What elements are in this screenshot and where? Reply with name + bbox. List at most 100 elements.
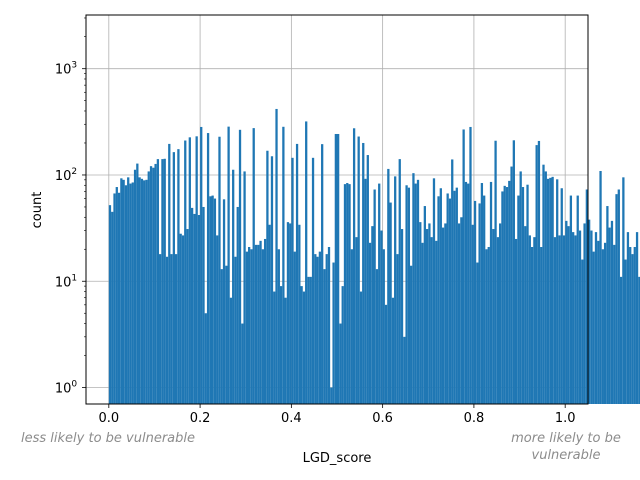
histogram-bar — [190, 207, 194, 404]
histogram-bar — [494, 140, 497, 404]
histogram-bar — [606, 206, 609, 404]
y-tick-label: 101 — [55, 273, 77, 290]
histogram-bar — [526, 184, 529, 404]
y-tick-label: 103 — [55, 61, 77, 78]
histogram-bar — [590, 230, 593, 404]
histogram-bar — [309, 276, 312, 404]
histogram-bar — [622, 177, 625, 404]
histogram-bar — [359, 291, 363, 404]
histogram-bar — [492, 229, 495, 404]
histogram-bar — [624, 259, 627, 404]
histogram-bar — [193, 213, 196, 404]
histogram-bar — [542, 164, 545, 404]
histogram-bar — [124, 185, 128, 404]
histogram-bar — [423, 206, 426, 404]
histogram-bar — [412, 173, 415, 404]
histogram-bar — [382, 249, 385, 404]
histogram-bar — [300, 286, 303, 404]
histogram-bar — [168, 143, 171, 404]
histogram-bar — [528, 235, 531, 404]
histogram-bar — [314, 254, 317, 404]
x-axis-label: LGD_score — [303, 451, 372, 466]
histogram-bar — [163, 158, 166, 404]
histogram-bar — [355, 237, 358, 404]
histogram-bar — [263, 238, 267, 404]
histogram-bar — [419, 222, 422, 404]
x-tick-label: 0.6 — [372, 411, 393, 426]
histogram-bar — [261, 249, 264, 404]
histogram-bar — [562, 235, 566, 404]
histogram-bar — [195, 136, 198, 404]
histogram-bar — [578, 230, 582, 404]
histogram-bar — [633, 247, 636, 404]
histogram-bar — [384, 304, 388, 404]
histogram-bar — [133, 169, 137, 404]
histogram-bar — [152, 167, 155, 404]
histogram-bar — [211, 195, 214, 404]
histogram-bar — [113, 193, 116, 404]
histogram-bar — [425, 229, 429, 404]
histogram-bar — [366, 155, 369, 404]
histogram-bar — [533, 237, 536, 404]
histogram-bar — [179, 233, 182, 404]
y-tick-label: 100 — [55, 380, 78, 397]
histogram-bar — [227, 126, 230, 404]
histogram-bar — [499, 223, 502, 404]
histogram-bar — [473, 200, 477, 404]
histogram-bar — [145, 179, 148, 404]
histogram-bar — [188, 137, 191, 404]
histogram-bar — [174, 254, 178, 404]
histogram-bar — [396, 254, 399, 404]
histogram-bar — [505, 187, 509, 404]
histogram-bar — [530, 247, 534, 404]
histogram-bar — [284, 297, 287, 404]
y-tick-label: 102 — [55, 167, 77, 184]
histogram-bar — [414, 183, 417, 404]
histogram-bar — [519, 171, 522, 404]
histogram-bar — [277, 249, 280, 404]
histogram-bar — [337, 133, 340, 404]
histogram-bar — [339, 323, 342, 404]
histogram-bar — [553, 237, 557, 404]
histogram-bar — [181, 235, 185, 404]
histogram-bar — [551, 176, 554, 404]
histogram-bar — [464, 181, 468, 404]
histogram-bar — [599, 170, 602, 404]
histogram-bar — [476, 262, 479, 404]
histogram-bar — [325, 254, 328, 404]
histogram-bar — [549, 177, 552, 404]
histogram-bar — [581, 259, 584, 404]
histogram-bar — [421, 242, 424, 404]
histogram-bar — [597, 240, 600, 404]
histogram-bar — [405, 185, 408, 404]
histogram-bar — [295, 143, 299, 404]
histogram-bar — [391, 297, 395, 404]
histogram-bar — [291, 157, 294, 404]
histogram-bar — [268, 224, 271, 404]
histogram-bar — [572, 232, 575, 404]
histogram-bar — [343, 184, 347, 404]
histogram-bar — [266, 150, 269, 404]
histogram-bar — [483, 195, 486, 404]
histogram-bar — [631, 254, 634, 404]
histogram-bar — [608, 227, 611, 404]
histogram-bar — [270, 156, 274, 404]
histogram-bar — [588, 219, 591, 404]
histogram-bar — [282, 126, 285, 405]
histogram-bar — [129, 183, 132, 404]
histogram-bar — [115, 187, 118, 404]
histogram-bar — [455, 187, 458, 404]
histogram-bar — [471, 224, 474, 404]
x-tick-label: 0.2 — [190, 411, 211, 426]
histogram-bar — [131, 182, 134, 404]
histogram-bar — [560, 188, 563, 404]
histogram-bar — [298, 224, 301, 404]
histogram-bar — [378, 183, 381, 404]
y-axis-label: count — [30, 192, 45, 229]
histogram-bar — [480, 183, 484, 404]
histogram-bar — [585, 189, 588, 404]
histogram-bar — [556, 179, 559, 404]
histogram-bar — [321, 144, 324, 404]
histogram-bar — [439, 188, 442, 404]
histogram-bar — [350, 249, 353, 404]
